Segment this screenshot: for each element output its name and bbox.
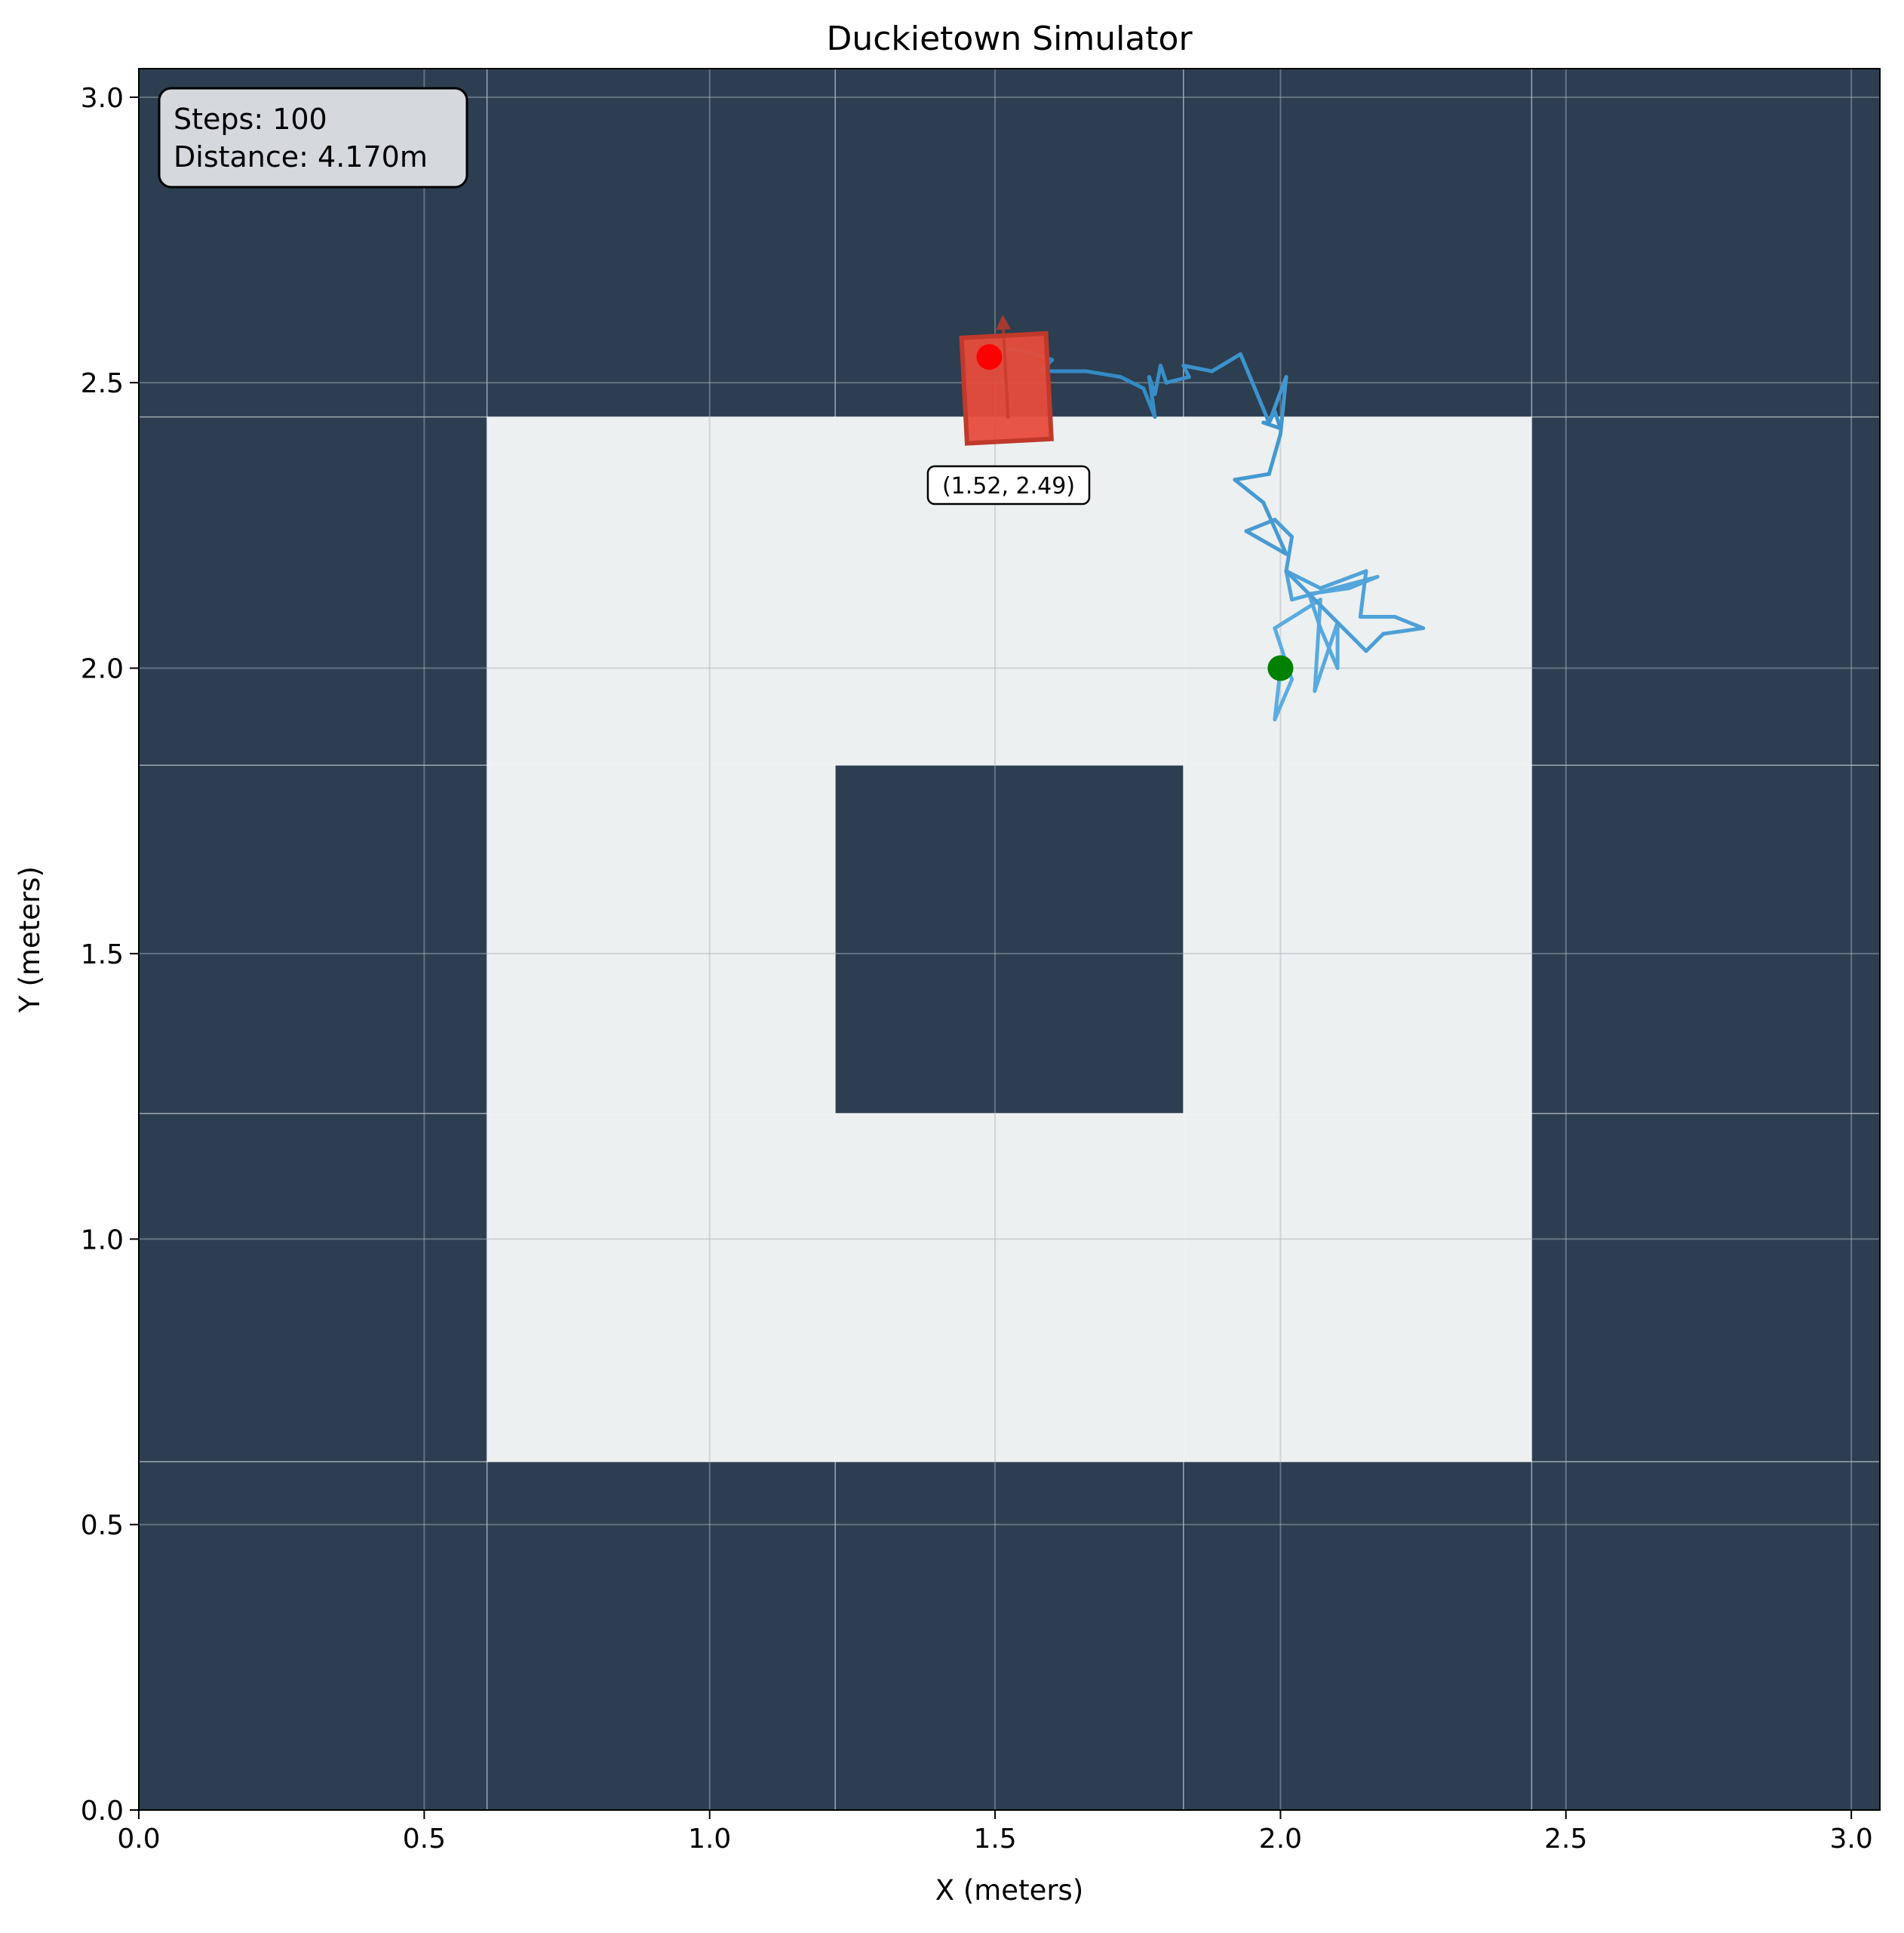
y-tick-label: 2.5: [81, 368, 124, 399]
steps-readout: Steps: 100: [174, 103, 327, 136]
x-tick-label: 2.0: [1259, 1824, 1302, 1855]
trajectory-segment: [1210, 352, 1242, 373]
y-axis: 0.0 0.5 1.0 1.5 2.0 2.5 3.0: [81, 83, 139, 1827]
trajectory-segment: [1284, 569, 1322, 591]
trajectory-segment: [1318, 626, 1340, 671]
background-tile: [487, 69, 836, 417]
distance-readout: Distance: 4.170m: [174, 140, 428, 174]
trajectory-segment: [1364, 632, 1386, 653]
x-tick-label: 1.0: [688, 1824, 731, 1855]
trajectory-segment: [1267, 432, 1282, 476]
road-tile: [487, 1113, 836, 1462]
robot-position-label: (1.52, 2.49): [926, 465, 1091, 506]
trajectory-segment: [1233, 472, 1271, 482]
trajectory-segment: [1181, 363, 1215, 373]
background-tile: [1531, 416, 1880, 766]
trajectory-segment: [1307, 592, 1322, 631]
trajectory-segment: [1233, 478, 1266, 505]
info-box: Steps: 100 Distance: 4.170m: [158, 87, 468, 189]
trajectory-segment: [1313, 598, 1322, 693]
marker-layer: [959, 314, 1294, 681]
trajectory-segment: [1273, 678, 1294, 722]
y-tick-label: 1.5: [81, 939, 124, 970]
road-tile: [487, 416, 836, 766]
trajectory-segment: [1278, 375, 1288, 436]
road-tile: [487, 765, 836, 1114]
background-tile: [139, 416, 487, 766]
background-tile: [139, 1461, 487, 1810]
trajectory-segment: [1164, 375, 1191, 385]
trajectory-segment: [1181, 363, 1191, 380]
info-box-background: [158, 87, 468, 189]
background-tile: [1531, 1113, 1880, 1462]
y-tick-label: 3.0: [81, 83, 124, 114]
background-tile: [1183, 1461, 1532, 1810]
trajectory-segment: [1284, 569, 1368, 653]
trajectory-segment: [1358, 569, 1368, 619]
robot-heading-arrow: [1002, 329, 1010, 419]
background-tile: [835, 765, 1184, 1114]
trajectory-segment: [1273, 518, 1294, 539]
robot-heading-arrow-head: [996, 314, 1012, 330]
road-tile: [1183, 1113, 1532, 1462]
background-tile: [1531, 1461, 1880, 1810]
trajectory-segment: [1381, 626, 1426, 636]
trajectory-segment: [1261, 500, 1288, 556]
y-axis-label: Y (meters): [14, 866, 46, 1013]
trajectory-segment: [1284, 535, 1294, 573]
robot-center-marker: [976, 344, 1003, 370]
y-tick-label: 1.0: [81, 1225, 124, 1255]
trajectory-segment: [1084, 369, 1123, 380]
x-axis-label: X (meters): [935, 1874, 1084, 1907]
background-tile: [139, 765, 487, 1114]
trajectory-segment: [1313, 620, 1340, 693]
background-tile: [1183, 69, 1532, 417]
robot-position-label-box: [926, 465, 1091, 506]
chart-title: Duckietown Simulator: [826, 20, 1193, 58]
trajectory-segment: [1261, 420, 1282, 431]
background-tile: [1531, 69, 1880, 417]
start-marker: [1267, 655, 1294, 681]
y-tick-label: 0.5: [81, 1510, 124, 1541]
x-axis: 0.0 0.5 1.0 1.5 2.0 2.5 3.0: [117, 1810, 1873, 1855]
background-tile: [835, 1461, 1184, 1810]
tile-layer: [139, 69, 1880, 1810]
x-tick-label: 0.0: [117, 1824, 160, 1855]
trajectory-segment: [1141, 386, 1157, 419]
trajectory-segment: [1284, 569, 1294, 602]
trajectory-segment: [1273, 409, 1282, 431]
road-tile: [835, 1113, 1184, 1462]
trajectory-segment: [1238, 352, 1271, 425]
y-tick-label: 2.0: [81, 654, 124, 685]
trajectory-segment: [1119, 375, 1146, 391]
x-tick-label: 1.5: [973, 1824, 1016, 1855]
robot-position-text: (1.52, 2.49): [942, 473, 1075, 499]
y-tick-label: 0.0: [81, 1796, 124, 1827]
background-tile: [139, 1113, 487, 1462]
trajectory-segment: [1153, 363, 1163, 396]
x-tick-label: 3.0: [1830, 1824, 1873, 1855]
x-tick-label: 0.5: [403, 1824, 446, 1855]
trajectory-segment: [1393, 614, 1426, 631]
plot-frame: [138, 68, 1881, 1811]
road-tile: [1183, 765, 1532, 1114]
road-tile: [1183, 416, 1532, 766]
trajectory-segment: [1244, 529, 1288, 556]
background-tile: [1531, 765, 1880, 1114]
background-tile: [487, 1461, 836, 1810]
trajectory-segment: [1318, 569, 1368, 591]
x-tick-label: 2.5: [1544, 1824, 1587, 1855]
